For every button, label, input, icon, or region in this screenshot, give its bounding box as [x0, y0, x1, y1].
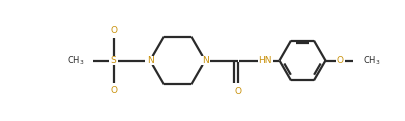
Text: HN: HN	[258, 56, 272, 65]
Text: CH$_3$: CH$_3$	[363, 54, 381, 67]
Text: O: O	[234, 87, 241, 96]
Text: N: N	[202, 56, 209, 65]
Text: N: N	[147, 56, 153, 65]
Text: CH$_3$: CH$_3$	[67, 54, 85, 67]
Text: O: O	[110, 26, 117, 35]
Text: O: O	[337, 56, 343, 65]
Text: S: S	[111, 56, 117, 65]
Text: O: O	[110, 86, 117, 95]
